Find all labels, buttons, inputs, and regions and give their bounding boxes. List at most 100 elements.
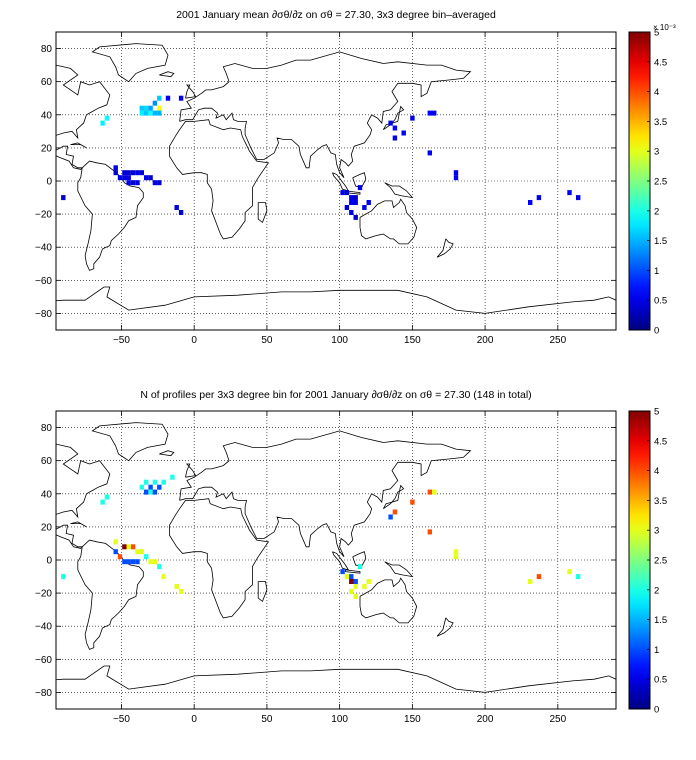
bin-cell — [340, 190, 345, 196]
y-tick-label: 60 — [41, 77, 53, 88]
colorbar-tick-label: 1.5 — [654, 236, 667, 247]
bin-cell — [174, 584, 179, 589]
colorbar-tick-label: 1 — [654, 645, 659, 656]
bin-cell — [135, 549, 140, 555]
colorbar-tick-label: 0 — [654, 705, 659, 716]
colorbar-tick-label: 4 — [654, 87, 659, 98]
bin-cell — [178, 95, 184, 101]
coastline — [56, 665, 616, 693]
x-tick-label: 100 — [331, 714, 348, 725]
coastline — [179, 51, 472, 178]
coastline — [56, 443, 111, 549]
bin-cell — [366, 200, 371, 205]
bin-cell — [357, 185, 363, 191]
bin-cell — [161, 479, 166, 485]
bin-cell — [353, 200, 358, 205]
bin-cell — [130, 544, 136, 550]
bin-cell — [432, 110, 437, 116]
coastline — [56, 64, 111, 170]
coastline — [77, 539, 144, 650]
bin-cell — [349, 200, 354, 205]
bin-cell — [427, 489, 432, 495]
bin-cell — [344, 190, 350, 196]
bin-cell — [528, 579, 533, 584]
bin-cell — [178, 589, 184, 594]
bin-cell — [344, 205, 350, 210]
x-tick-label: 100 — [331, 335, 348, 346]
colorbar-tick-label: 5 — [654, 28, 659, 39]
bin-cell — [126, 170, 131, 176]
colorbar-tick-label: 3.5 — [654, 496, 667, 507]
coastline — [159, 71, 175, 78]
x-tick-label: 200 — [477, 335, 494, 346]
coastline — [352, 172, 367, 189]
bin-cell — [528, 200, 533, 205]
colorbar-tick-label: 1.5 — [654, 615, 667, 626]
colorbar-tick-label: 3 — [654, 526, 659, 537]
bin-cell — [427, 110, 432, 116]
bin-cell — [139, 170, 144, 176]
bin-cell — [61, 195, 66, 201]
coastline — [359, 198, 418, 245]
bin-cell — [410, 499, 415, 505]
bin-cell — [157, 564, 162, 570]
bin-cell — [152, 479, 158, 485]
y-tick-label: 80 — [41, 44, 53, 55]
bin-cell — [100, 120, 105, 126]
bin-cell — [353, 214, 358, 220]
bin-cells — [61, 474, 581, 599]
bin-cell — [139, 105, 144, 111]
bin-cell — [344, 574, 350, 580]
bin-cell — [130, 180, 136, 186]
colorbar-multiplier: × 10⁻³ — [653, 23, 676, 32]
bin-cell — [113, 549, 118, 555]
y-tick-label: 40 — [41, 489, 53, 500]
bin-cell — [113, 165, 118, 171]
bin-cell — [567, 190, 572, 196]
colorbar-tick-label: 5 — [654, 407, 659, 418]
bin-cell — [135, 170, 140, 176]
colorbar-tick-label: 3.5 — [654, 117, 667, 128]
chart-title: N of profiles per 3x3 degree bin for 200… — [140, 389, 531, 401]
colorbar-tick-label: 2.5 — [654, 177, 667, 188]
bin-cell — [349, 210, 354, 215]
y-tick-label: −20 — [35, 589, 52, 600]
colorbar-gradient — [628, 31, 651, 331]
colorbar-tick-label: 0 — [654, 326, 659, 337]
bin-cell — [113, 539, 118, 545]
colorbar-tick-label: 4.5 — [654, 436, 667, 447]
bin-cell — [148, 489, 153, 495]
profile-count-map-panel: N of profiles per 3x3 degree bin for 200… — [35, 389, 667, 725]
x-tick-label: 150 — [404, 335, 421, 346]
y-tick-label: −20 — [35, 210, 52, 221]
bin-cell — [122, 170, 127, 176]
coastline-layer — [56, 43, 616, 314]
y-tick-label: 20 — [41, 522, 53, 533]
bin-cell — [126, 180, 131, 186]
bin-cell — [117, 175, 123, 181]
colorbar-tick-label: 4 — [654, 466, 659, 477]
bin-cell — [130, 170, 136, 176]
coastline — [56, 286, 616, 314]
coastline — [332, 551, 350, 571]
x-tick-label: 200 — [477, 714, 494, 725]
bin-cell — [170, 474, 175, 480]
bin-cell — [349, 195, 354, 201]
y-tick-label: 20 — [41, 143, 53, 154]
bin-cell — [401, 130, 406, 136]
coastline — [382, 484, 405, 510]
bin-cell — [576, 195, 581, 201]
bin-cell — [122, 559, 127, 565]
bin-cell — [61, 574, 66, 580]
y-tick-label: −80 — [35, 309, 52, 320]
colorbar-tick-label: 0.5 — [654, 296, 667, 307]
bin-cell — [340, 569, 345, 575]
y-tick-label: −60 — [35, 655, 52, 666]
bin-cell — [157, 95, 162, 101]
bin-cell — [148, 110, 153, 116]
bin-cell — [144, 554, 149, 560]
bin-cell — [432, 489, 437, 495]
bin-cell — [536, 195, 542, 201]
colorbar-tick-label: 1 — [654, 266, 659, 277]
bin-cell — [357, 564, 363, 570]
